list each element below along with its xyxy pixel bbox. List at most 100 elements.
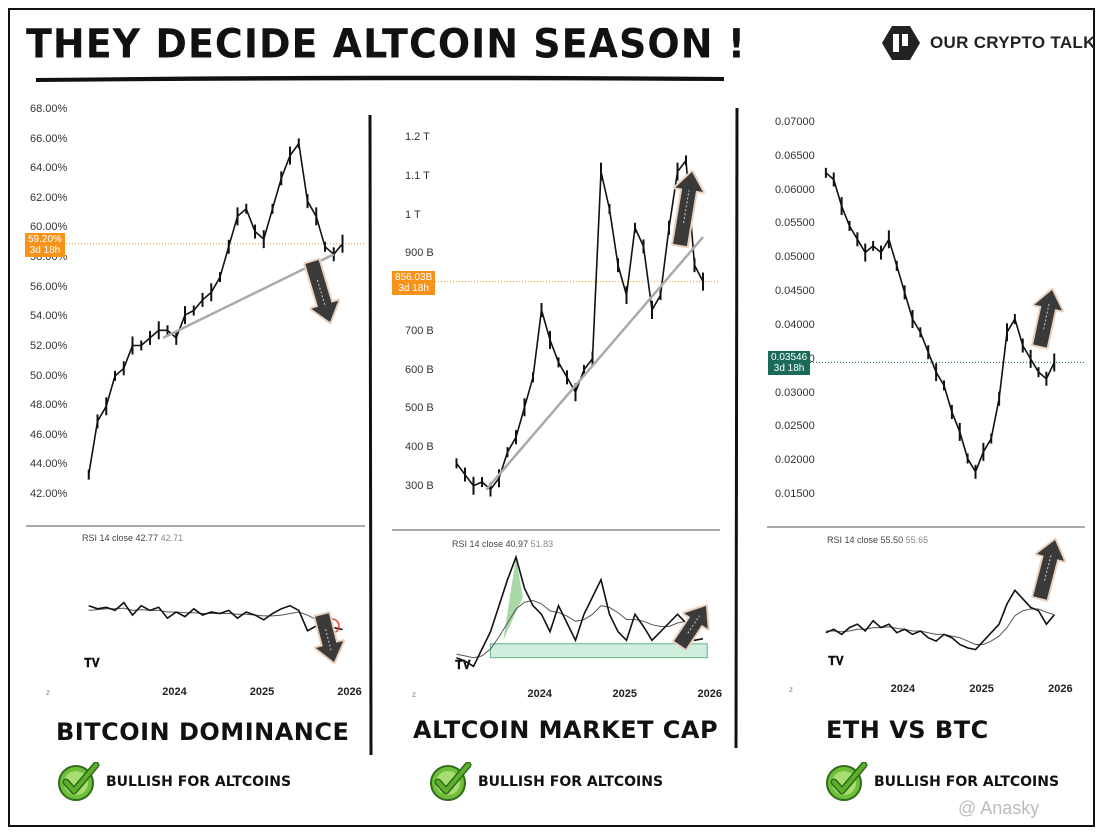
rsi-value: 55.50 bbox=[880, 535, 904, 545]
y-tick-label: 700 B bbox=[405, 324, 434, 337]
rsi-line bbox=[825, 588, 1055, 651]
last-price-value: 59.20% bbox=[28, 233, 62, 245]
bullish-badge: BULLISH FOR ALTCOINS bbox=[824, 762, 1059, 802]
x-tick-label: 2026 bbox=[697, 688, 722, 700]
timezone-icon: z bbox=[46, 688, 50, 697]
rsi-down-arrow-icon bbox=[313, 611, 346, 664]
last-price-tag: 856.03B 3d 18h bbox=[392, 270, 436, 295]
last-price-countdown: 3d 18h bbox=[398, 282, 429, 294]
y-tick-label: 0.05000 bbox=[775, 251, 815, 264]
panel-title: BITCOIN DOMINANCE bbox=[56, 718, 350, 746]
y-tick-label: 0.04500 bbox=[775, 285, 815, 298]
y-tick-label: 60.00% bbox=[30, 221, 68, 234]
y-tick-label: 300 B bbox=[405, 480, 434, 492]
rsi-up-arrow-icon bbox=[672, 604, 710, 651]
brand: OUR CRYPTO TALK bbox=[880, 24, 1096, 62]
rsi-ma-line bbox=[456, 599, 704, 659]
panel-divider-right bbox=[734, 108, 739, 748]
last-price-tag: 0.03546 3d 18h bbox=[768, 351, 811, 376]
x-tick-label: 2024 bbox=[527, 688, 552, 700]
y-tick-label: 500 B bbox=[405, 402, 434, 415]
timezone-icon: z bbox=[789, 685, 793, 694]
x-tick-label: 2026 bbox=[337, 686, 362, 698]
y-tick-label: 400 B bbox=[405, 441, 434, 454]
rsi-value: 40.97 bbox=[505, 539, 529, 549]
tradingview-logo-icon: 𝐓𝐕 bbox=[455, 658, 471, 672]
y-tick-label: 0.03000 bbox=[775, 386, 815, 399]
y-tick-label: 1.1 T bbox=[405, 169, 430, 182]
last-price-value: 0.03546 bbox=[771, 352, 808, 364]
y-tick-label: 42.00% bbox=[30, 488, 68, 500]
y-tick-label: 0.02500 bbox=[775, 420, 815, 433]
y-tick-label: 0.02000 bbox=[775, 454, 815, 467]
price-series-line bbox=[87, 141, 344, 475]
y-tick-label: 46.00% bbox=[30, 428, 68, 441]
y-tick-label: 0.01500 bbox=[775, 488, 815, 500]
check-icon bbox=[826, 762, 868, 801]
y-tick-label: 50.00% bbox=[30, 369, 68, 382]
rsi-line bbox=[88, 601, 343, 639]
y-tick-label: 62.00% bbox=[30, 191, 68, 204]
rsi-value: 42.77 bbox=[135, 533, 159, 543]
bullish-badge: BULLISH FOR ALTCOINS bbox=[56, 762, 291, 802]
x-tick-label: 2025 bbox=[249, 686, 275, 698]
brand-name: OUR CRYPTO TALK bbox=[930, 33, 1096, 52]
bullish-text: BULLISH FOR ALTCOINS bbox=[874, 774, 1060, 790]
y-tick-label: 56.00% bbox=[30, 280, 68, 293]
last-price-countdown: 3d 18h bbox=[773, 363, 805, 375]
y-tick-label: 0.07000 bbox=[775, 116, 815, 128]
trendline bbox=[485, 236, 704, 491]
y-tick-label: 0.06500 bbox=[775, 149, 815, 162]
x-tick-label: 2024 bbox=[162, 686, 187, 698]
headline: THEY DECIDE ALTCOIN SEASON ! bbox=[26, 20, 747, 68]
y-tick-label: 54.00% bbox=[30, 310, 68, 323]
y-tick-label: 1 T bbox=[405, 208, 421, 221]
rsi-name: RSI 14 close bbox=[82, 533, 134, 543]
rsi-ma-value: 55.65 bbox=[905, 535, 929, 545]
y-tick-label: 66.00% bbox=[30, 132, 68, 145]
price-series-line bbox=[825, 172, 1056, 474]
up-arrow-icon bbox=[1031, 288, 1064, 350]
tradingview-logo-icon: 𝐓𝐕 bbox=[828, 654, 844, 668]
rsi-label: RSI 14 close 42.77 42.71 bbox=[82, 533, 183, 543]
timezone-icon: z bbox=[412, 690, 416, 699]
bullish-badge: BULLISH FOR ALTCOINS bbox=[428, 762, 663, 802]
y-tick-label: 68.00% bbox=[30, 103, 68, 115]
y-tick-label: 44.00% bbox=[30, 458, 68, 471]
y-tick-label: 900 B bbox=[405, 247, 434, 260]
y-tick-label: 48.00% bbox=[30, 399, 68, 412]
down-arrow-icon bbox=[303, 258, 341, 324]
y-tick-label: 0.06000 bbox=[775, 183, 815, 196]
panel-divider-left bbox=[368, 115, 373, 755]
y-tick-label: 0.05500 bbox=[775, 217, 815, 230]
last-price-tag: 59.20% 3d 18h bbox=[25, 232, 65, 257]
rsi-up-arrow-icon bbox=[1031, 538, 1066, 602]
tradingview-logo-icon: 𝐓𝐕 bbox=[84, 656, 100, 670]
y-tick-label: 0.04000 bbox=[775, 318, 815, 331]
x-tick-label: 2024 bbox=[890, 683, 916, 695]
x-tick-label: 2026 bbox=[1048, 683, 1073, 695]
poster-frame bbox=[8, 8, 1095, 827]
last-price-value: 856.03B bbox=[395, 271, 433, 283]
y-tick-label: 600 B bbox=[405, 363, 434, 376]
rsi-label: RSI 14 close 55.50 55.65 bbox=[827, 535, 928, 545]
panel-title: ALTCOIN MARKET CAP bbox=[413, 716, 719, 744]
rsi-line bbox=[456, 554, 704, 668]
y-tick-label: 1.2 T bbox=[405, 131, 430, 143]
brand-logo-icon bbox=[882, 26, 920, 60]
bullish-text: BULLISH FOR ALTCOINS bbox=[478, 774, 664, 790]
x-tick-label: 2025 bbox=[969, 683, 994, 695]
bullish-text: BULLISH FOR ALTCOINS bbox=[106, 774, 292, 790]
panel-title: ETH VS BTC bbox=[826, 716, 989, 744]
rsi-oversold-zone bbox=[490, 643, 708, 659]
x-tick-label: 2025 bbox=[612, 688, 637, 700]
rsi-label: RSI 14 close 40.97 51.83 bbox=[452, 539, 553, 549]
